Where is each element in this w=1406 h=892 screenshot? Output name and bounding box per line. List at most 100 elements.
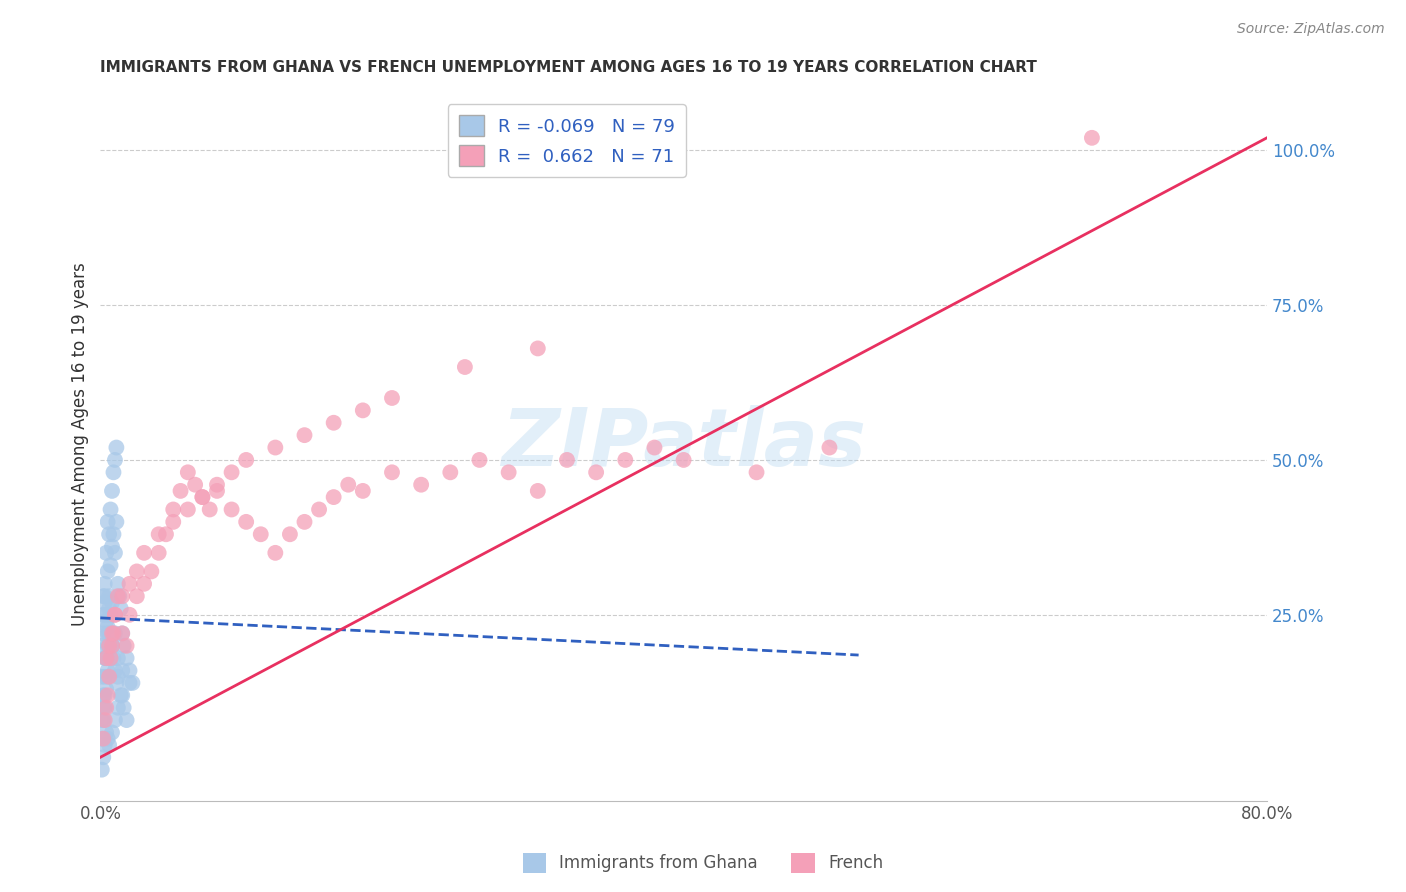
Point — [235, 515, 257, 529]
Point — [308, 502, 330, 516]
Point — [352, 483, 374, 498]
Point — [104, 607, 127, 622]
Point — [111, 626, 134, 640]
Point — [1081, 131, 1104, 145]
Point — [148, 546, 170, 560]
Point — [91, 713, 114, 727]
Point — [93, 589, 115, 603]
Point — [98, 738, 121, 752]
Point — [411, 477, 433, 491]
Point — [91, 750, 114, 764]
Y-axis label: Unemployment Among Ages 16 to 19 years: Unemployment Among Ages 16 to 19 years — [72, 262, 89, 626]
Point — [93, 670, 115, 684]
Point — [337, 477, 360, 491]
Point — [97, 639, 120, 653]
Point — [585, 466, 607, 480]
Point — [93, 595, 115, 609]
Point — [294, 428, 316, 442]
Point — [818, 441, 841, 455]
Point — [110, 601, 132, 615]
Point — [107, 700, 129, 714]
Point — [100, 502, 122, 516]
Point — [322, 490, 344, 504]
Point — [104, 546, 127, 560]
Point — [97, 670, 120, 684]
Point — [184, 477, 207, 491]
Point — [107, 651, 129, 665]
Point — [97, 731, 120, 746]
Point — [322, 416, 344, 430]
Point — [104, 626, 127, 640]
Point — [148, 527, 170, 541]
Point — [381, 466, 404, 480]
Point — [112, 700, 135, 714]
Point — [96, 700, 118, 714]
Point — [235, 453, 257, 467]
Point — [118, 664, 141, 678]
Point — [352, 403, 374, 417]
Point — [104, 607, 127, 622]
Point — [104, 713, 127, 727]
Point — [264, 546, 287, 560]
Point — [100, 651, 122, 665]
Point — [96, 651, 118, 665]
Text: Source: ZipAtlas.com: Source: ZipAtlas.com — [1237, 22, 1385, 37]
Point — [93, 577, 115, 591]
Point — [155, 527, 177, 541]
Point — [191, 490, 214, 504]
Point — [221, 502, 243, 516]
Point — [98, 626, 121, 640]
Point — [100, 558, 122, 573]
Point — [132, 577, 155, 591]
Point — [191, 490, 214, 504]
Point — [91, 607, 114, 622]
Point — [614, 453, 637, 467]
Point — [115, 639, 138, 653]
Point — [93, 738, 115, 752]
Point — [108, 589, 131, 603]
Point — [205, 483, 228, 498]
Point — [96, 725, 118, 739]
Text: IMMIGRANTS FROM GHANA VS FRENCH UNEMPLOYMENT AMONG AGES 16 TO 19 YEARS CORRELATI: IMMIGRANTS FROM GHANA VS FRENCH UNEMPLOY… — [100, 60, 1038, 75]
Point — [98, 639, 121, 653]
Point — [100, 651, 122, 665]
Point — [498, 466, 520, 480]
Point — [96, 651, 118, 665]
Point — [101, 725, 124, 739]
Point — [103, 527, 125, 541]
Point — [91, 689, 114, 703]
Point — [104, 453, 127, 467]
Point — [104, 664, 127, 678]
Point — [111, 589, 134, 603]
Point — [278, 527, 301, 541]
Point — [107, 670, 129, 684]
Point — [91, 731, 114, 746]
Point — [101, 639, 124, 653]
Point — [96, 651, 118, 665]
Point — [141, 565, 163, 579]
Point — [162, 502, 184, 516]
Point — [115, 713, 138, 727]
Point — [101, 540, 124, 554]
Point — [264, 441, 287, 455]
Point — [98, 601, 121, 615]
Point — [177, 502, 200, 516]
Point — [249, 527, 271, 541]
Point — [177, 466, 200, 480]
Point — [169, 483, 191, 498]
Point — [115, 651, 138, 665]
Point — [111, 689, 134, 703]
Point — [125, 565, 148, 579]
Point — [454, 359, 477, 374]
Point — [98, 527, 121, 541]
Point — [90, 731, 112, 746]
Point — [96, 614, 118, 628]
Point — [221, 466, 243, 480]
Point — [112, 639, 135, 653]
Point — [101, 595, 124, 609]
Point — [96, 607, 118, 622]
Point — [101, 639, 124, 653]
Point — [97, 565, 120, 579]
Point — [294, 515, 316, 529]
Point — [118, 607, 141, 622]
